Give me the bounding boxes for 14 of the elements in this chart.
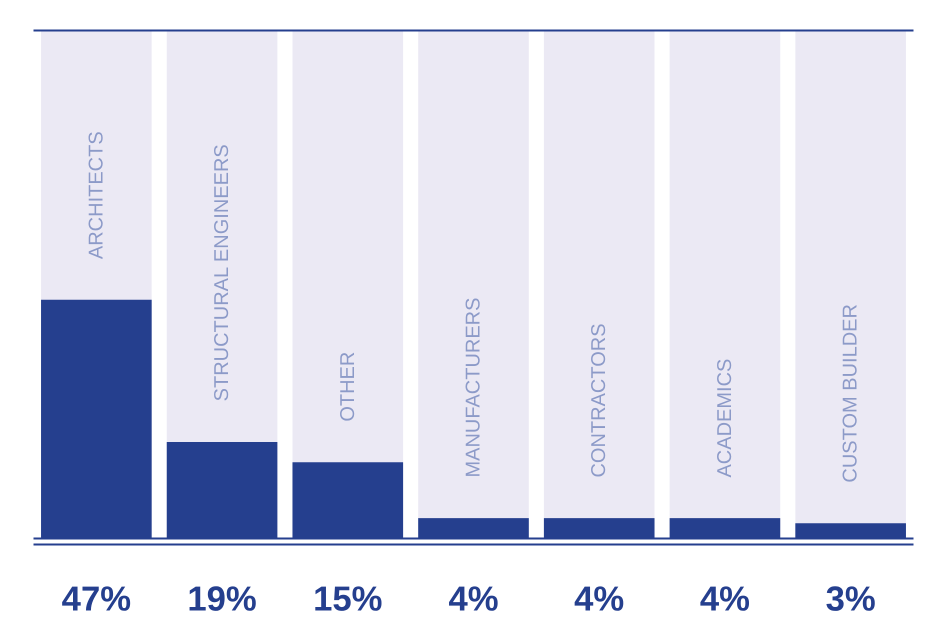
- x-tick-label: STRUCTURAL ENGINEERS: [211, 144, 234, 402]
- x-tick-label: OTHER: [336, 352, 359, 422]
- x-tick-label: ARCHITECTS: [85, 131, 108, 260]
- x-tick-label: MANUFACTURERS: [462, 298, 484, 478]
- data-label: 4%: [448, 580, 499, 618]
- data-label: 19%: [187, 580, 257, 618]
- x-tick-label: CONTRACTORS: [588, 323, 610, 478]
- data-label: 4%: [700, 580, 750, 618]
- data-label: 15%: [313, 580, 382, 618]
- x-tick-label: CUSTOM BUILDER: [840, 304, 862, 483]
- data-label: 4%: [574, 580, 624, 618]
- data-label: 47%: [62, 580, 132, 618]
- x-tick-label: ACADEMICS: [714, 358, 736, 478]
- data-label: 3%: [826, 580, 876, 618]
